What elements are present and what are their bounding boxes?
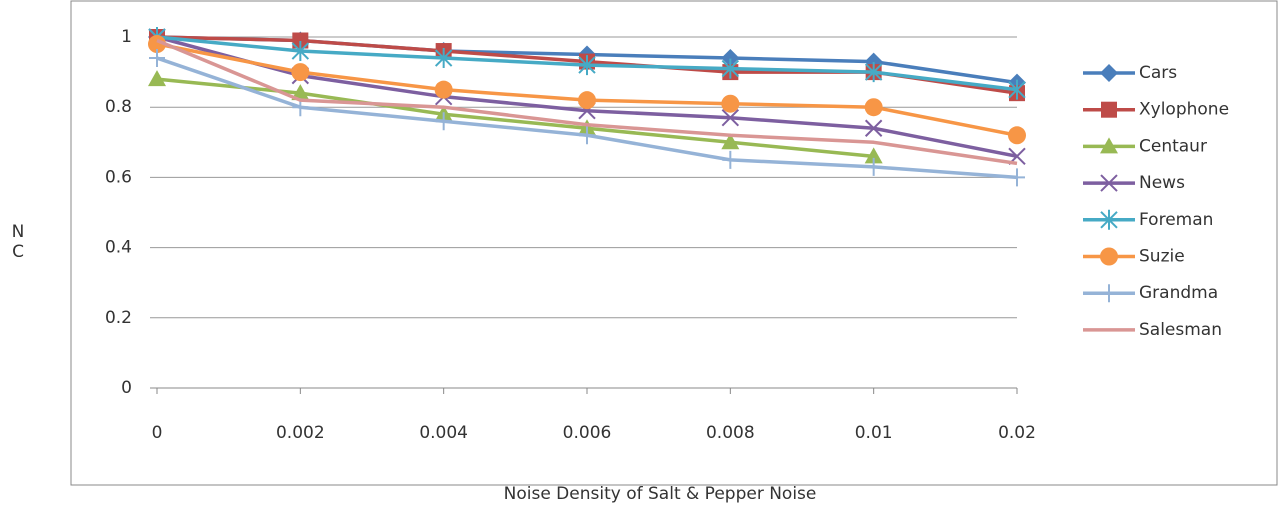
point — [578, 91, 596, 109]
legend-marker — [1100, 64, 1118, 82]
legend-label: Xylophone — [1139, 100, 1229, 120]
point — [435, 81, 453, 99]
legend-label: Salesman — [1139, 320, 1222, 340]
point — [1008, 126, 1026, 144]
point — [149, 49, 165, 67]
page: Noise Density of Salt & Pepper Noise 0 0.… — [0, 0, 1278, 507]
legend-marker — [1101, 102, 1117, 118]
x-tick-label: 0.008 — [706, 423, 755, 443]
legend-label: Cars — [1139, 63, 1177, 83]
y-tick-label: 0.6 — [105, 167, 132, 187]
legend-label: Suzie — [1139, 247, 1185, 267]
x-tick-label: 0 — [152, 423, 163, 443]
point — [291, 63, 309, 81]
x-tick-label: 0.01 — [855, 423, 893, 443]
point — [722, 151, 738, 169]
y-tick-label: 0 — [121, 378, 132, 398]
x-tick-label: 0.004 — [419, 423, 468, 443]
x-tick-label: 0.02 — [998, 423, 1036, 443]
point — [1009, 168, 1025, 186]
legend-label: News — [1139, 173, 1185, 193]
chart: Noise Density of Salt & Pepper Noise 0 0.… — [0, 0, 1278, 507]
legend-label: Foreman — [1139, 210, 1213, 230]
x-tick-label: 0.002 — [276, 423, 325, 443]
legend-marker — [1100, 248, 1118, 266]
point — [721, 95, 739, 113]
point — [865, 98, 883, 116]
y-tick-label: 0.8 — [105, 97, 132, 117]
legend-label: Grandma — [1139, 283, 1218, 303]
x-tick-label: 0.006 — [563, 423, 612, 443]
y-tick-label: 1 — [121, 27, 132, 47]
legend-label: Centaur — [1139, 136, 1207, 156]
legend-marker — [1101, 284, 1117, 302]
y-axis-label: NC — [8, 222, 28, 262]
x-axis-label: Noise Density of Salt & Pepper Noise — [504, 484, 817, 504]
y-tick-label: 0.2 — [105, 308, 132, 328]
y-tick-label: 0.4 — [105, 238, 132, 258]
